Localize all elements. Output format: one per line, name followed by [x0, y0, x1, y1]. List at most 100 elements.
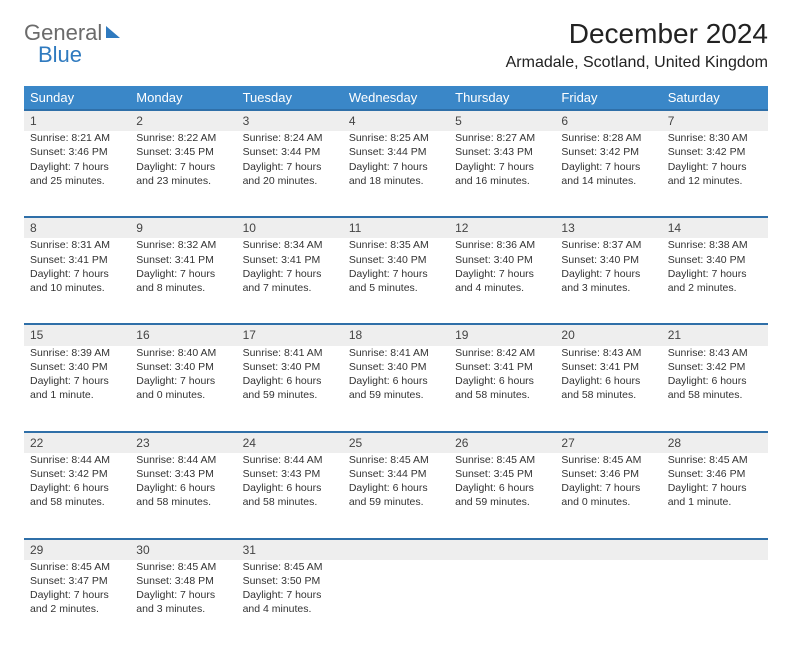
- sunset-text: Sunset: 3:43 PM: [243, 467, 337, 481]
- sunset-text: Sunset: 3:40 PM: [243, 360, 337, 374]
- sunrise-text: Sunrise: 8:45 AM: [561, 453, 655, 467]
- sunrise-text: Sunrise: 8:21 AM: [30, 131, 124, 145]
- calendar-body: 1234567Sunrise: 8:21 AMSunset: 3:46 PMDa…: [24, 110, 768, 646]
- day-cell: Sunrise: 8:43 AMSunset: 3:41 PMDaylight:…: [555, 346, 661, 432]
- sunrise-text: Sunrise: 8:45 AM: [455, 453, 549, 467]
- day-number: 15: [24, 324, 130, 345]
- sunrise-text: Sunrise: 8:40 AM: [136, 346, 230, 360]
- sunrise-text: Sunrise: 8:25 AM: [349, 131, 443, 145]
- day-cell: Sunrise: 8:45 AMSunset: 3:46 PMDaylight:…: [662, 453, 768, 539]
- daylight-text: Daylight: 7 hours and 18 minutes.: [349, 160, 443, 188]
- sunrise-text: Sunrise: 8:43 AM: [561, 346, 655, 360]
- daylight-text: Daylight: 6 hours and 59 minutes.: [243, 374, 337, 402]
- daylight-text: Daylight: 6 hours and 59 minutes.: [455, 481, 549, 509]
- sunset-text: Sunset: 3:46 PM: [30, 145, 124, 159]
- day-number: 24: [237, 432, 343, 453]
- sunset-text: Sunset: 3:41 PM: [455, 360, 549, 374]
- daylight-text: Daylight: 6 hours and 58 minutes.: [455, 374, 549, 402]
- day-number: 18: [343, 324, 449, 345]
- sunrise-text: Sunrise: 8:34 AM: [243, 238, 337, 252]
- sunrise-text: Sunrise: 8:44 AM: [30, 453, 124, 467]
- daylight-text: Daylight: 7 hours and 3 minutes.: [136, 588, 230, 616]
- day-number: [555, 539, 661, 560]
- sunset-text: Sunset: 3:40 PM: [668, 253, 762, 267]
- day-cell: [449, 560, 555, 646]
- daylight-text: Daylight: 7 hours and 20 minutes.: [243, 160, 337, 188]
- sunrise-text: Sunrise: 8:45 AM: [30, 560, 124, 574]
- sunrise-text: Sunrise: 8:32 AM: [136, 238, 230, 252]
- day-number: 6: [555, 110, 661, 131]
- sunrise-text: Sunrise: 8:28 AM: [561, 131, 655, 145]
- day-cell: Sunrise: 8:41 AMSunset: 3:40 PMDaylight:…: [237, 346, 343, 432]
- day-cell: [662, 560, 768, 646]
- sunrise-text: Sunrise: 8:30 AM: [668, 131, 762, 145]
- day-number: [662, 539, 768, 560]
- sunrise-text: Sunrise: 8:27 AM: [455, 131, 549, 145]
- day-cell: Sunrise: 8:39 AMSunset: 3:40 PMDaylight:…: [24, 346, 130, 432]
- day-cell: Sunrise: 8:27 AMSunset: 3:43 PMDaylight:…: [449, 131, 555, 217]
- daylight-text: Daylight: 7 hours and 25 minutes.: [30, 160, 124, 188]
- sunrise-text: Sunrise: 8:37 AM: [561, 238, 655, 252]
- day-cell: Sunrise: 8:30 AMSunset: 3:42 PMDaylight:…: [662, 131, 768, 217]
- sunset-text: Sunset: 3:46 PM: [561, 467, 655, 481]
- sunset-text: Sunset: 3:42 PM: [30, 467, 124, 481]
- day-number: 19: [449, 324, 555, 345]
- daylight-text: Daylight: 7 hours and 8 minutes.: [136, 267, 230, 295]
- sunrise-text: Sunrise: 8:45 AM: [668, 453, 762, 467]
- daylight-text: Daylight: 7 hours and 12 minutes.: [668, 160, 762, 188]
- sunset-text: Sunset: 3:41 PM: [136, 253, 230, 267]
- day-cell: Sunrise: 8:45 AMSunset: 3:50 PMDaylight:…: [237, 560, 343, 646]
- weekday-header: Tuesday: [237, 86, 343, 110]
- day-number: 26: [449, 432, 555, 453]
- sunset-text: Sunset: 3:50 PM: [243, 574, 337, 588]
- sunset-text: Sunset: 3:42 PM: [561, 145, 655, 159]
- sunset-text: Sunset: 3:40 PM: [136, 360, 230, 374]
- daylight-text: Daylight: 7 hours and 0 minutes.: [561, 481, 655, 509]
- sunset-text: Sunset: 3:46 PM: [668, 467, 762, 481]
- day-cell: Sunrise: 8:31 AMSunset: 3:41 PMDaylight:…: [24, 238, 130, 324]
- sunset-text: Sunset: 3:45 PM: [136, 145, 230, 159]
- daylight-text: Daylight: 7 hours and 3 minutes.: [561, 267, 655, 295]
- weekday-header: Wednesday: [343, 86, 449, 110]
- day-number: 23: [130, 432, 236, 453]
- daylight-text: Daylight: 7 hours and 5 minutes.: [349, 267, 443, 295]
- weekday-header-row: Sunday Monday Tuesday Wednesday Thursday…: [24, 86, 768, 110]
- daylight-text: Daylight: 6 hours and 59 minutes.: [349, 374, 443, 402]
- day-detail-row: Sunrise: 8:44 AMSunset: 3:42 PMDaylight:…: [24, 453, 768, 539]
- sunset-text: Sunset: 3:42 PM: [668, 360, 762, 374]
- sunset-text: Sunset: 3:40 PM: [455, 253, 549, 267]
- sunset-text: Sunset: 3:47 PM: [30, 574, 124, 588]
- calendar-table: Sunday Monday Tuesday Wednesday Thursday…: [24, 86, 768, 646]
- day-number: 4: [343, 110, 449, 131]
- day-cell: Sunrise: 8:45 AMSunset: 3:48 PMDaylight:…: [130, 560, 236, 646]
- day-cell: Sunrise: 8:37 AMSunset: 3:40 PMDaylight:…: [555, 238, 661, 324]
- daylight-text: Daylight: 7 hours and 1 minute.: [668, 481, 762, 509]
- daylight-text: Daylight: 6 hours and 58 minutes.: [136, 481, 230, 509]
- sunrise-text: Sunrise: 8:44 AM: [243, 453, 337, 467]
- day-cell: Sunrise: 8:24 AMSunset: 3:44 PMDaylight:…: [237, 131, 343, 217]
- day-number: 14: [662, 217, 768, 238]
- location-text: Armadale, Scotland, United Kingdom: [506, 54, 768, 72]
- sunrise-text: Sunrise: 8:45 AM: [136, 560, 230, 574]
- day-number: 27: [555, 432, 661, 453]
- day-number: 31: [237, 539, 343, 560]
- day-number: 3: [237, 110, 343, 131]
- day-detail-row: Sunrise: 8:31 AMSunset: 3:41 PMDaylight:…: [24, 238, 768, 324]
- daylight-text: Daylight: 7 hours and 1 minute.: [30, 374, 124, 402]
- daynum-row: 293031: [24, 539, 768, 560]
- daylight-text: Daylight: 6 hours and 58 minutes.: [668, 374, 762, 402]
- sunset-text: Sunset: 3:41 PM: [243, 253, 337, 267]
- daylight-text: Daylight: 7 hours and 10 minutes.: [30, 267, 124, 295]
- day-cell: Sunrise: 8:25 AMSunset: 3:44 PMDaylight:…: [343, 131, 449, 217]
- sunrise-text: Sunrise: 8:35 AM: [349, 238, 443, 252]
- sunrise-text: Sunrise: 8:41 AM: [243, 346, 337, 360]
- weekday-header: Saturday: [662, 86, 768, 110]
- triangle-icon: [106, 26, 120, 38]
- day-cell: Sunrise: 8:41 AMSunset: 3:40 PMDaylight:…: [343, 346, 449, 432]
- day-number: 5: [449, 110, 555, 131]
- sunset-text: Sunset: 3:40 PM: [30, 360, 124, 374]
- sunset-text: Sunset: 3:41 PM: [30, 253, 124, 267]
- daylight-text: Daylight: 7 hours and 4 minutes.: [243, 588, 337, 616]
- day-number: 11: [343, 217, 449, 238]
- day-number: 22: [24, 432, 130, 453]
